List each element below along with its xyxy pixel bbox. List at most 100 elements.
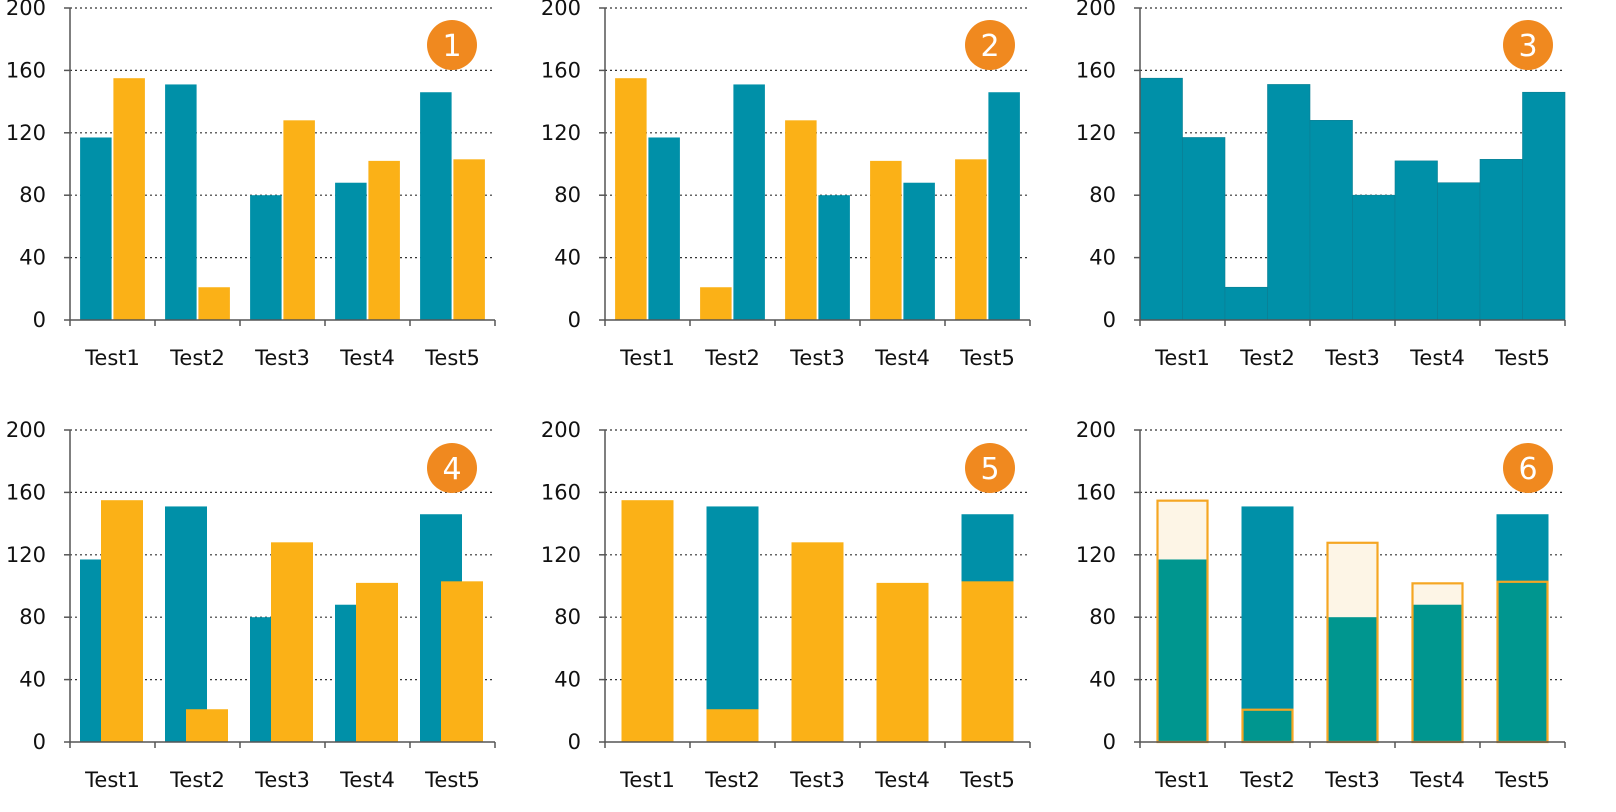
bar-series-b-test5 [955, 159, 987, 320]
bar-series-a-test2 [706, 506, 759, 742]
y-tick-label: 200 [1076, 0, 1116, 20]
bar-series-b-test2 [198, 287, 230, 320]
bar-series-b-test2 [706, 709, 759, 742]
x-tick-label: Test2 [169, 768, 225, 792]
bar-series-a-test3 [250, 195, 282, 320]
x-tick-label: Test2 [1239, 768, 1295, 792]
bar-series-b-test1 [113, 78, 145, 320]
bar-series-a-test2 [165, 84, 197, 320]
bar-series-b-test5 [453, 159, 485, 320]
y-tick-label: 160 [1076, 58, 1116, 82]
y-tick-label: 40 [19, 668, 46, 692]
y-tick-label: 40 [554, 668, 581, 692]
x-tick-label: Test1 [619, 346, 675, 370]
bar-series-b-test5 [441, 581, 483, 742]
y-tick-label: 0 [568, 308, 581, 332]
bar-series-a-test5 [988, 92, 1020, 321]
x-tick-label: Test2 [169, 346, 225, 370]
bar-series-a-test1 [1156, 559, 1209, 742]
y-tick-label: 40 [1089, 668, 1116, 692]
bar-series-b-test2 [186, 709, 228, 742]
x-tick-label: Test4 [1409, 346, 1465, 370]
y-tick-label: 120 [541, 543, 581, 567]
x-tick-label: Test4 [339, 768, 395, 792]
y-tick-label: 160 [6, 58, 46, 82]
bar-series-a-test2 [165, 506, 207, 742]
badge-number: 3 [1518, 29, 1537, 64]
bar-series-b-test4 [1394, 160, 1438, 321]
bar-series-b-test4 [356, 582, 398, 742]
bar-series-a-test5 [420, 92, 452, 321]
y-tick-label: 0 [33, 730, 46, 754]
y-tick-label: 120 [6, 121, 46, 145]
y-tick-label: 0 [1103, 730, 1116, 754]
x-tick-label: Test4 [339, 346, 395, 370]
bar-series-b-test3 [785, 120, 817, 320]
chart-panel-1: 0 40 80 120 160 200 Test1 Test2 Test3 Test4 Test5 1 [6, 0, 496, 370]
x-tick-label: Test4 [1409, 768, 1465, 792]
y-tick-label: 0 [1103, 308, 1116, 332]
bar-series-a-overlap-test2 [1241, 709, 1294, 742]
x-tick-label: Test5 [1494, 768, 1550, 792]
bar-series-b-test4 [870, 160, 902, 320]
x-tick-label: Test5 [424, 768, 480, 792]
x-tick-label: Test3 [1324, 346, 1380, 370]
bar-series-b-test5 [1479, 159, 1523, 321]
bar-series-b-test1 [1139, 77, 1183, 321]
bar-series-a-test3 [1352, 194, 1396, 321]
badge-number: 4 [442, 452, 461, 487]
x-tick-label: Test4 [874, 768, 930, 792]
bar-series-a-test4 [335, 182, 367, 320]
x-tick-label: Test3 [254, 346, 310, 370]
y-tick-label: 40 [554, 246, 581, 270]
bar-series-b-test3 [1309, 120, 1353, 321]
y-tick-label: 160 [541, 58, 581, 82]
bar-series-b-test4 [876, 582, 929, 742]
badge-number: 2 [980, 29, 999, 64]
y-tick-label: 120 [1076, 121, 1116, 145]
bar-series-a-test3 [1326, 617, 1379, 742]
y-tick-label: 40 [1089, 246, 1116, 270]
bar-series-a-test4 [903, 182, 935, 320]
bar-series-a-test4 [1437, 182, 1481, 321]
y-tick-label: 120 [1076, 543, 1116, 567]
x-tick-label: Test1 [84, 346, 140, 370]
chart-panel-5: 0 40 80 120 160 200 Test1 Test2 Test3 Test4 Test5 5 [541, 418, 1031, 792]
x-tick-label: Test5 [959, 346, 1015, 370]
y-tick-label: 200 [6, 418, 46, 442]
bar-series-b-test2 [1224, 286, 1268, 321]
badge-number: 1 [442, 29, 461, 64]
x-tick-label: Test3 [254, 768, 310, 792]
x-tick-label: Test2 [704, 768, 760, 792]
bar-series-a-test1 [80, 137, 112, 320]
badge-circle [427, 20, 477, 70]
bar-series-b-test1 [101, 500, 143, 742]
bar-series-b-test5 [961, 581, 1014, 742]
y-tick-label: 40 [19, 246, 46, 270]
bar-series-a-test4 [1411, 604, 1464, 742]
y-tick-label: 80 [554, 183, 581, 207]
x-tick-label: Test5 [959, 768, 1015, 792]
bar-series-a-test5 [1522, 91, 1566, 321]
bar-series-a-test2 [1267, 84, 1311, 321]
x-tick-label: Test1 [619, 768, 675, 792]
badge-number: 6 [1518, 452, 1537, 487]
x-tick-label: Test3 [789, 768, 845, 792]
x-tick-label: Test1 [84, 768, 140, 792]
y-tick-label: 200 [541, 418, 581, 442]
y-tick-label: 80 [1089, 183, 1116, 207]
y-tick-label: 160 [541, 480, 581, 504]
badge-circle [965, 20, 1015, 70]
bar-series-b-test3 [283, 120, 315, 320]
bar-series-b-test1 [615, 78, 647, 320]
x-tick-label: Test1 [1154, 768, 1210, 792]
y-tick-label: 200 [6, 0, 46, 20]
badge-circle [965, 443, 1015, 493]
x-tick-label: Test3 [789, 346, 845, 370]
bar-series-b-test3 [271, 542, 313, 742]
chart-panel-4: 0 40 80 120 160 200 Test1 Test2 Test3 Test4 Test5 4 [6, 418, 496, 792]
bar-series-a-test1 [648, 137, 680, 320]
y-tick-label: 160 [6, 480, 46, 504]
bar-series-a-test1 [1182, 137, 1226, 321]
y-tick-label: 80 [19, 183, 46, 207]
